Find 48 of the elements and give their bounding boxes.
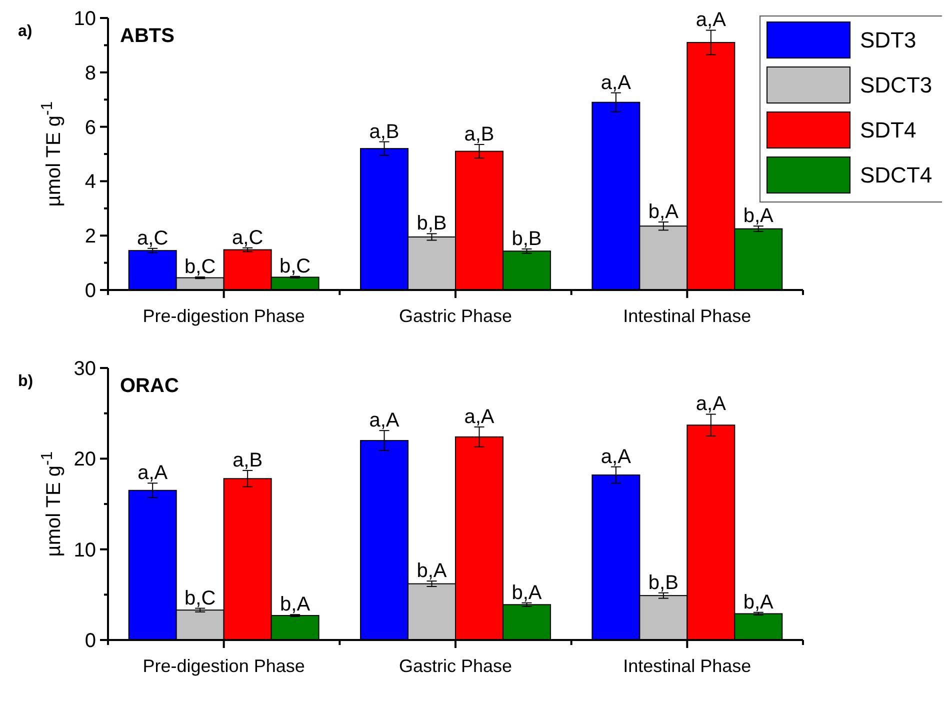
y-tick-label: 0 [84, 630, 96, 652]
data-label: b,A [743, 205, 774, 228]
chart-title: ABTS [120, 25, 174, 47]
data-label: b,A [280, 594, 311, 616]
legend-label: SDT4 [860, 118, 916, 143]
y-tick-label: 8 [84, 62, 96, 84]
data-label: a,B [464, 123, 494, 146]
data-label: b,B [512, 228, 542, 250]
y-tick-label: 4 [84, 171, 96, 194]
x-tick-label: Intestinal Phase [623, 656, 752, 676]
data-label: a,A [696, 9, 727, 32]
chart-title: ORAC [120, 375, 179, 397]
x-tick-label: Intestinal Phase [623, 306, 752, 326]
y-tick-label: 2 [84, 226, 96, 248]
data-label: a,C [232, 226, 264, 249]
legend-label: SDT3 [860, 28, 916, 53]
data-label: b,C [184, 256, 216, 278]
x-tick-label: Gastric Phase [398, 656, 512, 676]
data-label: b,B [648, 572, 678, 594]
y-tick-label: 30 [74, 358, 96, 380]
text: a) [18, 23, 32, 40]
x-tick-label: Gastric Phase [398, 306, 512, 326]
data-label: a,A [464, 406, 495, 428]
y-tick-label: 10 [74, 539, 96, 562]
data-label: a,A [138, 462, 168, 484]
data-label: b,A [512, 582, 542, 604]
data-label: a,C [137, 227, 168, 250]
y-tick-label: 6 [84, 116, 96, 139]
y-tick-label: 10 [74, 8, 96, 30]
data-label: b,A [743, 591, 774, 614]
data-label: a,A [600, 446, 632, 468]
x-tick-label: Pre-digestion Phase [142, 306, 305, 326]
legend-label: SDCT3 [860, 72, 932, 98]
data-label: b,C [280, 255, 311, 278]
data-label: b,C [184, 587, 216, 610]
data-label: b,A [416, 560, 448, 582]
x-tick-label: Pre-digestion Phase [142, 656, 305, 676]
data-label: a,B [232, 449, 263, 472]
y-tick-label: 0 [84, 280, 96, 302]
text: b) [18, 373, 34, 390]
data-label: a,A [600, 72, 632, 94]
data-label: a,B [369, 120, 400, 143]
y-tick-label: 20 [74, 448, 96, 471]
data-label: a,A [696, 393, 727, 416]
data-label: b,B [416, 212, 447, 235]
data-label: b,A [648, 201, 680, 223]
data-label: a,A [369, 410, 400, 432]
legend-label: SDCT4 [860, 162, 932, 188]
